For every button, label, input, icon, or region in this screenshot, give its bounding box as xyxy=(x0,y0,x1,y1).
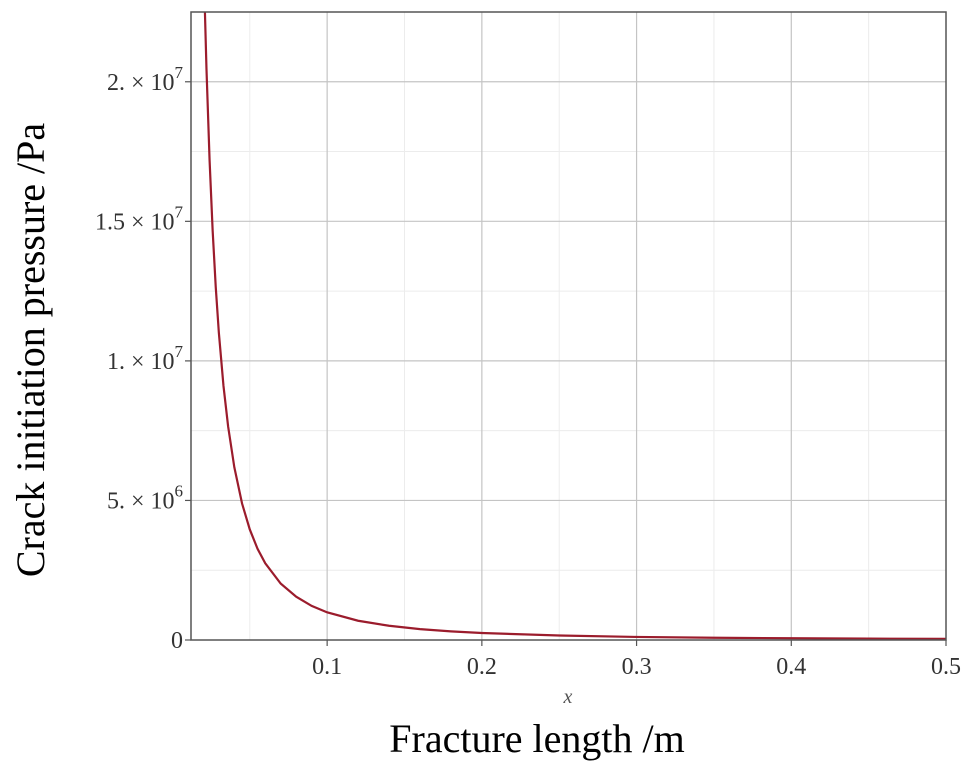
y-tick-label: 1.5 × 107 xyxy=(95,202,184,235)
major-grid xyxy=(191,12,946,640)
x-tick-label: 0.3 xyxy=(622,654,652,680)
x-tick-label: 0.5 xyxy=(931,654,961,680)
minor-grid xyxy=(191,12,946,640)
series-line xyxy=(203,11,947,640)
x-tick-label: 0.2 xyxy=(467,654,497,680)
y-tick-label: 0 xyxy=(171,628,183,654)
x-tick-label: 0.4 xyxy=(776,654,806,680)
x-ticks: 0.1 0.2 0.3 0.4 0.5 xyxy=(312,640,961,680)
y-tick-label: 1. × 107 xyxy=(107,342,184,375)
plot-area xyxy=(191,12,946,640)
y-ticks: 0 5. × 106 1. × 107 1.5 × 107 2. × 107 xyxy=(95,63,191,654)
x-axis-title: Fracture length /m xyxy=(389,716,684,761)
y-tick-label: 5. × 106 xyxy=(107,481,183,514)
plot-frame xyxy=(190,11,947,641)
y-axis-title: Crack initiation pressure /Pa xyxy=(8,123,53,578)
x-tick-label: 0.1 xyxy=(312,654,342,680)
x-variable-label: x xyxy=(563,686,573,708)
y-tick-label: 2. × 107 xyxy=(107,63,184,96)
